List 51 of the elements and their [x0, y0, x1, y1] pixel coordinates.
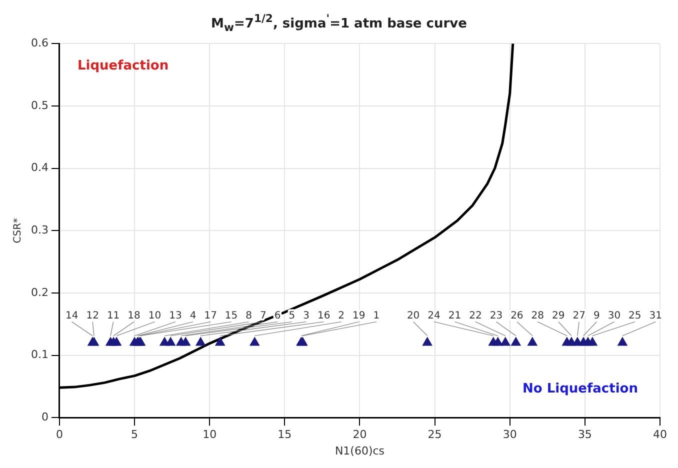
annotation: 3	[303, 310, 310, 322]
annotation: 9	[593, 310, 600, 322]
annotation: 30	[608, 310, 621, 322]
annotation: 14	[65, 310, 78, 322]
annotation: 17	[204, 310, 217, 322]
annotation: 20	[406, 310, 420, 322]
y-tick-label: 0.6	[30, 36, 48, 50]
annotation: 1	[373, 310, 380, 322]
y-tick-label: 0	[41, 410, 48, 424]
x-tick-label: 20	[352, 428, 367, 442]
annotation: 4	[190, 310, 196, 322]
annotation: 31	[649, 310, 662, 322]
y-tick-label: 0.4	[30, 161, 48, 174]
x-tick-label: 0	[56, 428, 63, 442]
annotation: 25	[628, 310, 642, 322]
annotation: 23	[490, 310, 503, 322]
annotation: 12	[86, 310, 99, 322]
annotation: 21	[448, 310, 462, 322]
annotation: 28	[531, 310, 544, 322]
annotation: 13	[169, 310, 182, 322]
y-tick-label: 0.3	[30, 223, 48, 236]
annotation: 7	[260, 310, 266, 322]
annotation: 15	[224, 310, 238, 322]
annotation: 5	[288, 310, 296, 322]
annotation: 16	[317, 310, 330, 322]
annotation: 2	[338, 310, 345, 322]
annotation: 26	[510, 310, 524, 322]
x-tick-label: 30	[502, 428, 517, 442]
x-tick-label: 35	[578, 428, 592, 442]
x-tick-label: 15	[278, 428, 292, 442]
annotation: No Liquefaction	[522, 381, 638, 396]
x-tick-label: 25	[428, 428, 442, 442]
x-tick-label: 5	[131, 428, 138, 442]
annotation: 11	[106, 310, 120, 322]
y-tick-label: 0.5	[30, 98, 48, 112]
annotation: 22	[469, 310, 482, 322]
y-axis-title: CSR*	[12, 218, 24, 244]
annotation: 19	[352, 310, 366, 322]
chart-title: M$_{w}$=7$^{1/2}$, sigma$^{'}$=1 atm base curve	[210, 11, 468, 34]
x-axis-title: N1(60)cs	[334, 444, 385, 458]
x-tick-label: 40	[653, 428, 667, 442]
annotation: 27	[572, 310, 586, 322]
annotation: 18	[128, 310, 140, 322]
y-tick-label: 0.2	[30, 286, 48, 299]
annotation: 10	[148, 310, 162, 322]
annotation: 29	[552, 310, 565, 322]
annotation: 8	[246, 310, 252, 322]
annotation: Liquefaction	[77, 58, 169, 74]
y-tick-label: 0.1	[30, 348, 48, 362]
x-tick-label: 10	[202, 428, 217, 442]
annotation: 24	[428, 310, 440, 322]
